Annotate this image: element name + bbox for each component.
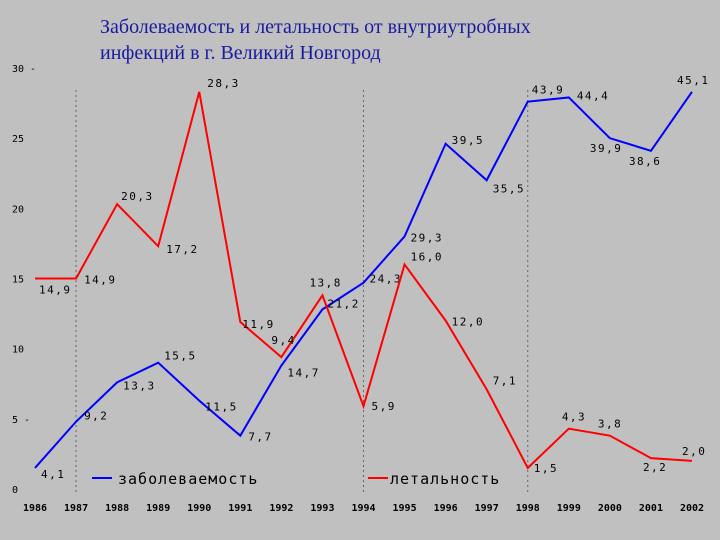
data-label-летальность-1995: 16,0 bbox=[411, 250, 444, 263]
data-label-летальность-1991: 11,9 bbox=[242, 318, 275, 331]
data-label-летальность-1997: 7,1 bbox=[493, 374, 517, 387]
x-tick-label-2000: 2000 bbox=[598, 503, 622, 514]
y-tick-label-4: 20 bbox=[12, 204, 24, 215]
data-label-летальность-1986: 14,9 bbox=[39, 284, 72, 297]
data-label-заболеваемость-2002: 45,1 bbox=[677, 74, 710, 87]
data-label-летальность-2001: 2,2 bbox=[643, 461, 667, 474]
legend-label-летальность: летальность bbox=[390, 470, 500, 488]
data-label-заболеваемость-1998: 43,9 bbox=[532, 84, 565, 97]
data-label-заболеваемость-1993: 21,2 bbox=[327, 297, 360, 310]
y-tick-label-2: 10 bbox=[12, 345, 24, 356]
data-label-заболеваемость-1999: 44,4 bbox=[577, 89, 610, 102]
series-line-летальность bbox=[35, 91, 693, 470]
x-tick-label-1996: 1996 bbox=[434, 503, 458, 514]
chart-title: Заболеваемость и летальность от внутриут… bbox=[100, 16, 531, 64]
data-label-летальность-1993: 13,8 bbox=[309, 276, 342, 289]
data-label-летальность-1988: 20,3 bbox=[121, 190, 154, 203]
data-label-заболеваемость-1991: 7,7 bbox=[248, 431, 272, 444]
x-tick-label-1999: 1999 bbox=[557, 503, 581, 514]
x-tick-label-1995: 1995 bbox=[393, 503, 417, 514]
x-tick-label-2002: 2002 bbox=[680, 503, 704, 514]
data-label-заболеваемость-1988: 13,3 bbox=[123, 379, 156, 392]
data-label-летальность-1998: 1,5 bbox=[534, 462, 558, 475]
data-label-заболеваемость-2000: 39,9 bbox=[590, 142, 623, 155]
data-label-заболеваемость-1997: 35,5 bbox=[493, 182, 526, 195]
data-label-заболеваемость-2001: 38,6 bbox=[629, 155, 662, 168]
data-label-летальность-2000: 3,8 bbox=[598, 418, 622, 431]
data-label-летальность-1992: 9,4 bbox=[271, 334, 295, 347]
data-label-заболеваемость-1986: 4,1 bbox=[41, 468, 65, 481]
x-tick-label-1993: 1993 bbox=[310, 503, 334, 514]
x-tick-label-1989: 1989 bbox=[146, 503, 170, 514]
x-tick-label-1998: 1998 bbox=[516, 503, 540, 514]
legend-label-заболеваемость: заболеваемость bbox=[118, 470, 258, 488]
y-tick-label-6: 30 - bbox=[12, 64, 36, 75]
data-label-летальность-1999: 4,3 bbox=[562, 411, 586, 424]
data-label-заболеваемость-1992: 14,7 bbox=[287, 367, 320, 380]
x-tick-label-2001: 2001 bbox=[639, 503, 663, 514]
data-label-летальность-1989: 17,2 bbox=[166, 243, 199, 256]
data-label-летальность-1990: 28,3 bbox=[207, 77, 240, 90]
data-label-летальность-2002: 2,0 bbox=[682, 445, 706, 458]
data-label-заболеваемость-1987: 9,2 bbox=[84, 410, 108, 423]
y-tick-label-1: 5 - bbox=[12, 415, 30, 426]
x-tick-label-1997: 1997 bbox=[475, 503, 499, 514]
y-tick-label-5: 25 bbox=[12, 134, 24, 145]
x-tick-label-1992: 1992 bbox=[269, 503, 293, 514]
series-line-заболеваемость bbox=[34, 91, 693, 469]
y-tick-label-3: 15 bbox=[12, 275, 24, 286]
x-tick-label-1994: 1994 bbox=[351, 503, 375, 514]
data-label-летальность-1996: 12,0 bbox=[452, 316, 485, 329]
x-tick-label-1988: 1988 bbox=[105, 503, 129, 514]
data-label-заболеваемость-1990: 11,5 bbox=[205, 401, 238, 414]
y-tick-label-0: 0 bbox=[12, 485, 18, 496]
data-label-летальность-1987: 14,9 bbox=[84, 274, 117, 287]
x-tick-label-1990: 1990 bbox=[187, 503, 211, 514]
x-tick-label-1991: 1991 bbox=[228, 503, 252, 514]
x-tick-label-1987: 1987 bbox=[64, 503, 88, 514]
data-label-заболеваемость-1996: 39,5 bbox=[452, 134, 485, 147]
data-label-заболеваемость-1995: 29,3 bbox=[411, 231, 444, 244]
x-tick-label-1986: 1986 bbox=[23, 503, 47, 514]
data-label-заболеваемость-1994: 24,3 bbox=[370, 273, 403, 286]
data-label-летальность-1994: 5,9 bbox=[372, 400, 396, 413]
data-label-заболеваемость-1989: 15,5 bbox=[164, 350, 197, 363]
